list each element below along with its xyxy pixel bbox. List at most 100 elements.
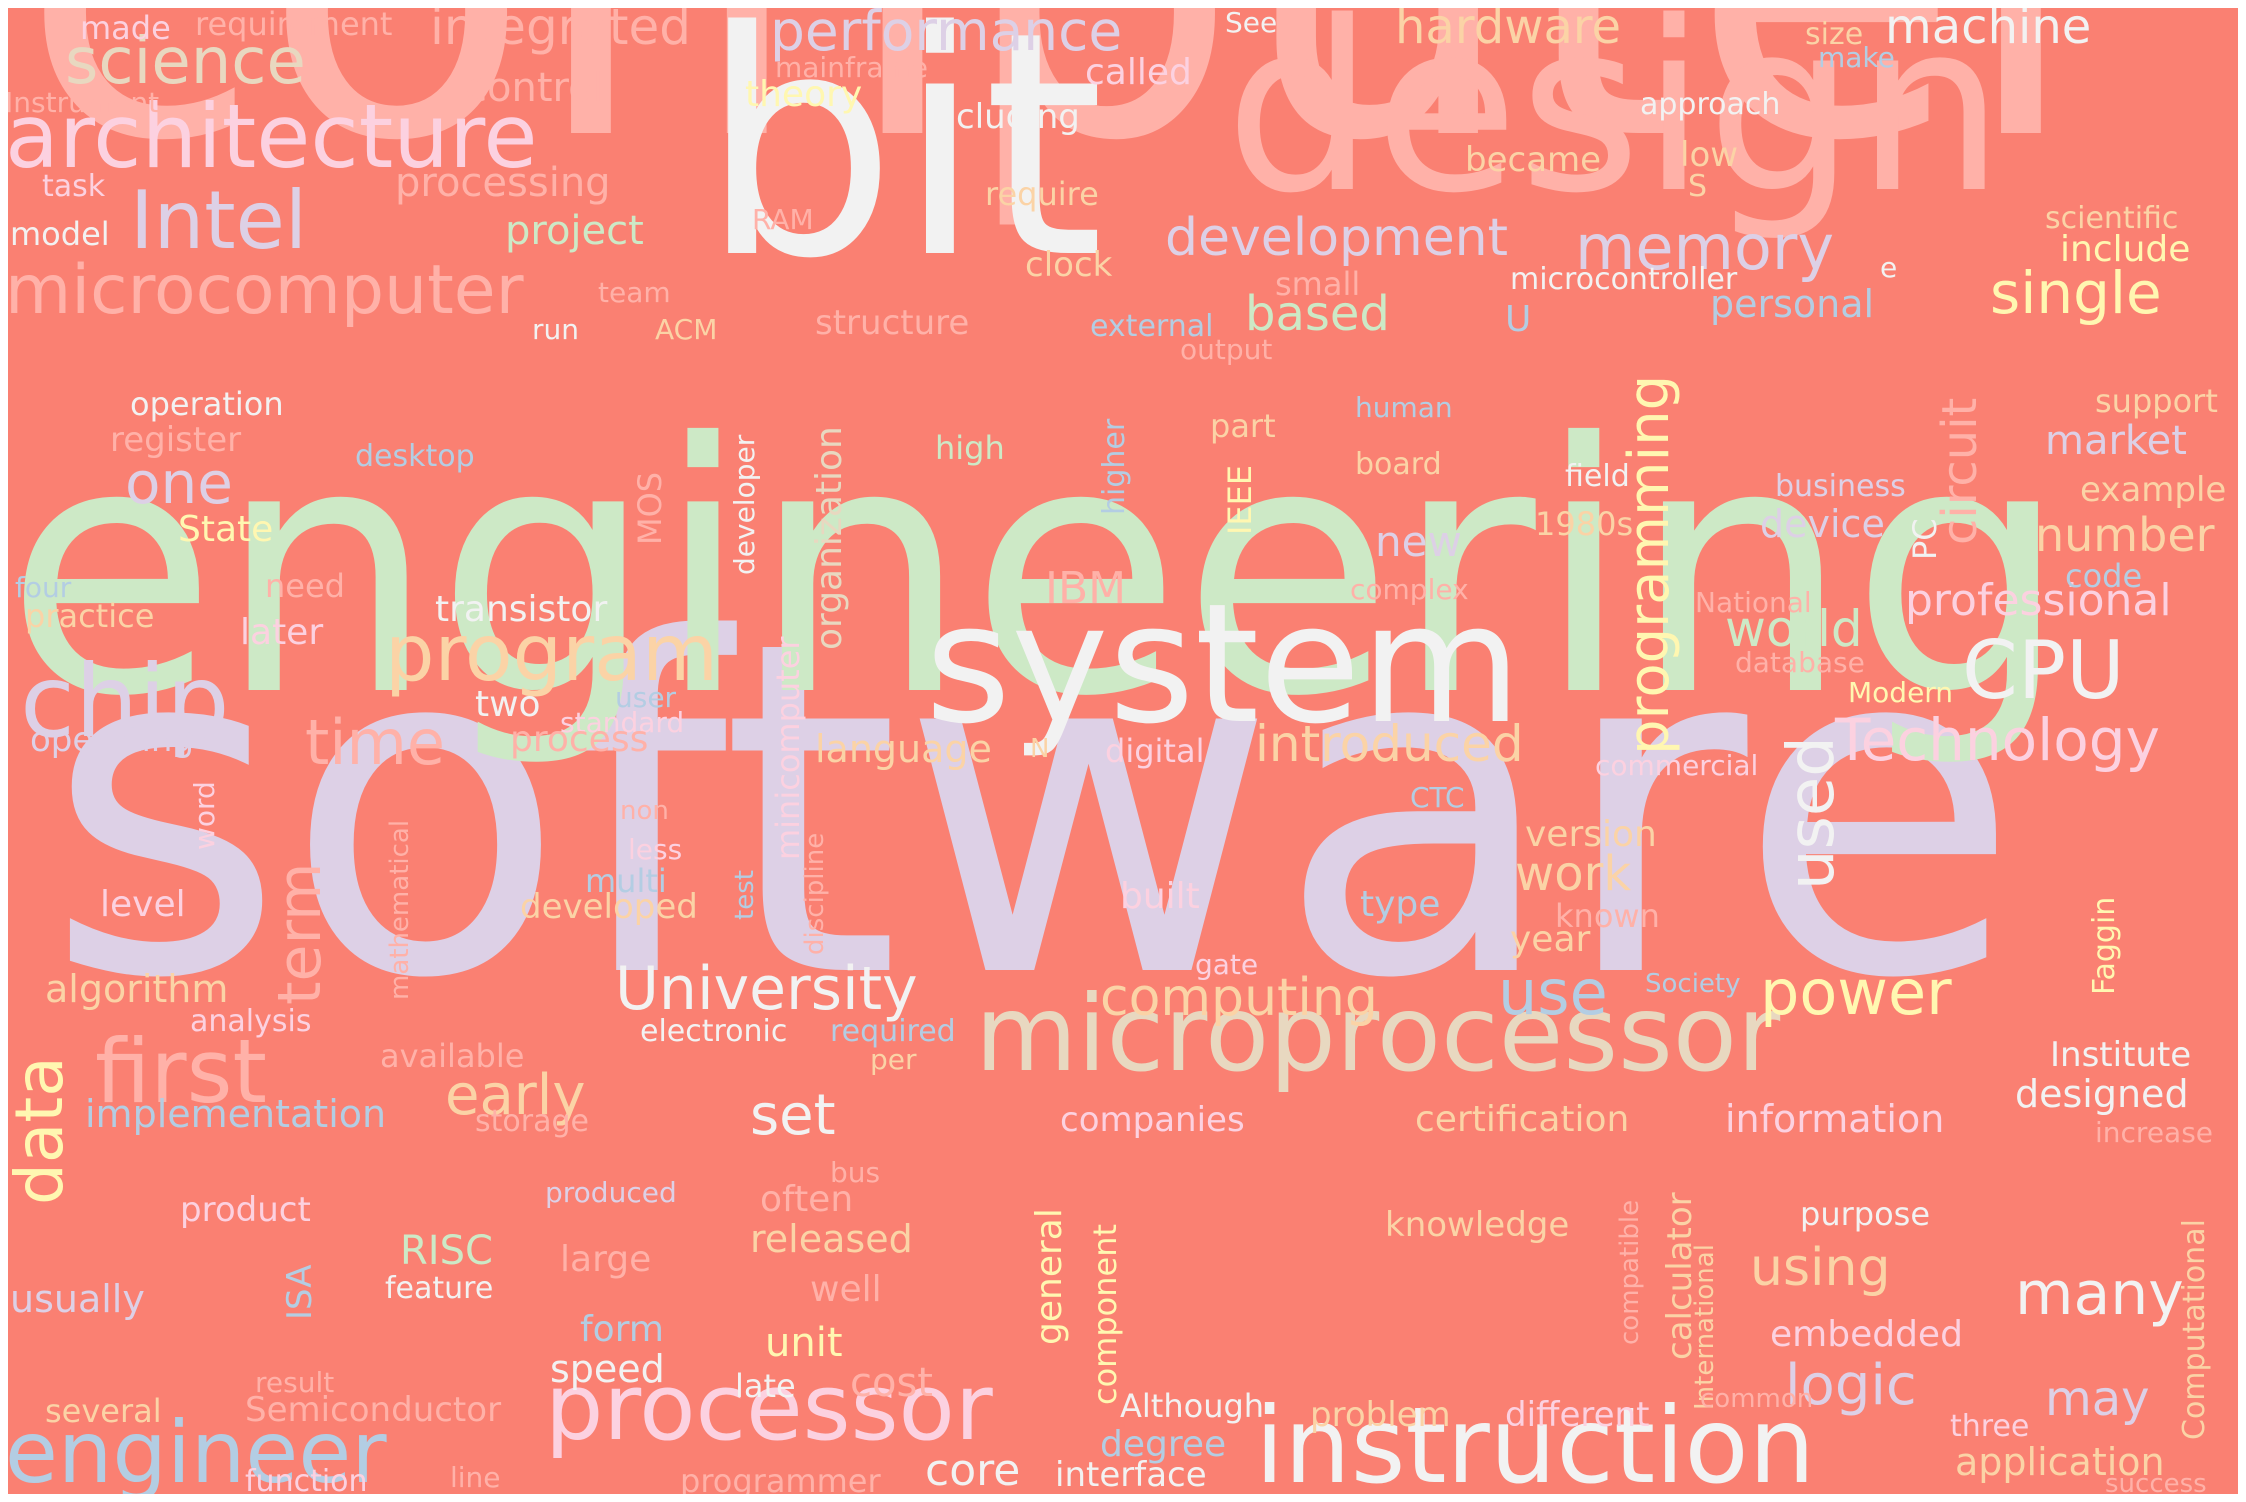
word-bit: bit (700, 8, 1105, 327)
word-based: based (1245, 286, 1390, 343)
word-ieee: IEEE (1221, 464, 1259, 535)
word-microcontroller: microcontroller (1510, 262, 1738, 298)
word-bus: bus (830, 1155, 881, 1189)
word-ram: RAM (752, 202, 814, 236)
word-cpu: CPU (1962, 623, 2125, 717)
word-intel: Intel (130, 173, 308, 267)
word-result: result (255, 1365, 335, 1399)
word-line: line (450, 1460, 501, 1494)
word-application: application (1955, 1439, 2165, 1484)
word-speed: speed (550, 1346, 665, 1391)
word-memory: memory (1575, 211, 1835, 285)
word-core: core (925, 1445, 1021, 1494)
word-many: many (2015, 1259, 2184, 1330)
word-national: National (1695, 585, 1812, 619)
word-device: device (1760, 501, 1885, 546)
word-logic: logic (1785, 1352, 1917, 1418)
word-computational: Computational (2177, 1219, 2212, 1440)
word-field: field (1565, 459, 1630, 495)
word-success: success (2105, 1468, 2207, 1494)
word-design: design (1225, 8, 2005, 246)
word-compatible: compatible (1615, 1199, 1645, 1345)
word-development: development (1165, 207, 1509, 268)
word-process: process (510, 718, 649, 760)
word-late: late (735, 1367, 796, 1406)
word-operation: operation (130, 385, 284, 424)
word-database: database (1735, 645, 1865, 679)
word-task: task (42, 169, 106, 205)
word-time: time (305, 706, 446, 780)
word-higher: higher (1097, 418, 1132, 515)
word-ctc: CTC (1410, 780, 1465, 814)
word-architecture: architecture (8, 85, 538, 189)
word-language: language (815, 726, 992, 771)
word-engineer: engineer (8, 1403, 387, 1494)
word-human: human (1355, 390, 1453, 424)
word-designed: designed (2015, 1071, 2189, 1116)
word-see: See (1225, 8, 1278, 39)
word-technology: Technology (1835, 706, 2160, 775)
word-institute: Institute (2050, 1035, 2192, 1076)
word-using: using (1750, 1237, 1891, 1298)
word-built: built (1120, 875, 1200, 917)
word-s: S (1688, 169, 1708, 205)
word-instrument: Instrument (8, 85, 160, 119)
word-available: available (380, 1037, 525, 1076)
word-component: component (1086, 1223, 1124, 1405)
word-commercial: commercial (1595, 748, 1759, 782)
word-increase: increase (2095, 1115, 2214, 1149)
word-new: new (1375, 516, 1462, 566)
word-data: data (8, 1056, 78, 1205)
word-interface: interface (1055, 1455, 1207, 1494)
word-performance: performance (770, 8, 1123, 63)
word-approach: approach (1640, 87, 1781, 123)
word-scientific: scientific (2045, 201, 2179, 237)
word-modern: Modern (1848, 675, 1954, 709)
word-board: board (1355, 447, 1442, 483)
word-test: test (730, 870, 760, 920)
word-mainframe: mainframe (775, 50, 928, 84)
word-information: information (1725, 1096, 1945, 1141)
word-business: business (1775, 469, 1906, 505)
word-implementation: implementation (85, 1091, 387, 1136)
word-require: require (985, 175, 1099, 214)
word-market: market (2045, 417, 2187, 464)
word-microprocessor: microprocessor (975, 973, 1781, 1096)
word-external: external (1090, 309, 1214, 345)
word-usually: usually (10, 1276, 145, 1321)
word-organization: organization (809, 426, 850, 650)
word-microcomputer: microcomputer (8, 250, 524, 330)
word-computer: computer (20, 8, 2142, 201)
word-storage: storage (475, 1104, 589, 1140)
word-power: power (1760, 956, 1952, 1030)
word-project: project (505, 207, 644, 254)
word-processor: processor (545, 1354, 993, 1462)
word-analysis: analysis (190, 1004, 312, 1040)
word-gate: gate (1195, 947, 1259, 981)
word-software: software (45, 544, 2021, 1080)
word-well: well (810, 1268, 882, 1310)
word-ibm: IBM (1045, 563, 1127, 615)
word-known: known (1555, 897, 1660, 936)
word-certification: certification (1415, 1098, 1630, 1140)
word-faggin: Faggin (2087, 896, 2122, 995)
word-transistor: transistor (435, 588, 608, 630)
word-integrated: integrated (430, 8, 691, 56)
word-requirement: requirement (195, 8, 393, 44)
word-mathematical: mathematical (385, 819, 415, 1000)
word-structure: structure (815, 303, 970, 344)
word-developed: developed (520, 887, 698, 928)
word-number: number (2035, 508, 2215, 563)
word-standard: standard (560, 705, 685, 739)
word-embedded: embedded (1770, 1313, 1963, 1355)
word-semiconductor: Semiconductor (245, 1390, 502, 1431)
word-run: run (532, 312, 580, 346)
word-type: type (1360, 883, 1441, 925)
word-feature: feature (385, 1271, 494, 1307)
word-different: different (1505, 1395, 1650, 1436)
word-programmer: programmer (680, 1462, 881, 1494)
word-minicomputer: minicomputer (769, 636, 807, 860)
word-produced: produced (545, 1175, 677, 1209)
word-single: single (1990, 259, 2162, 328)
word-professional: professional (1905, 575, 2172, 627)
